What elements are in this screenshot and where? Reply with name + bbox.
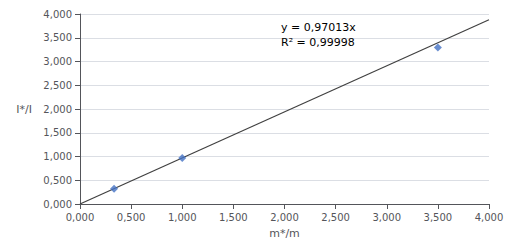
svg-text:2,000: 2,000: [270, 212, 299, 223]
svg-text:R² = 0,99998: R² = 0,99998: [281, 36, 355, 49]
svg-text:1,000: 1,000: [168, 212, 197, 223]
svg-text:3,500: 3,500: [424, 212, 453, 223]
svg-text:4,000: 4,000: [475, 212, 504, 223]
svg-text:I*/I: I*/I: [16, 103, 32, 116]
svg-text:1,000: 1,000: [43, 151, 72, 162]
svg-text:m*/m: m*/m: [269, 227, 300, 240]
svg-text:0,000: 0,000: [43, 199, 72, 210]
svg-text:2,500: 2,500: [321, 212, 350, 223]
svg-text:0,500: 0,500: [117, 212, 146, 223]
svg-text:1,500: 1,500: [219, 212, 248, 223]
svg-text:3,000: 3,000: [43, 56, 72, 67]
svg-text:y = 0,97013x: y = 0,97013x: [281, 21, 356, 34]
svg-text:4,000: 4,000: [43, 9, 72, 20]
svg-text:2,000: 2,000: [43, 104, 72, 115]
svg-text:3,500: 3,500: [43, 32, 72, 43]
svg-text:0,500: 0,500: [43, 175, 72, 186]
svg-text:0,000: 0,000: [66, 212, 95, 223]
svg-text:2,500: 2,500: [43, 80, 72, 91]
svg-text:1,500: 1,500: [43, 127, 72, 138]
svg-text:3,000: 3,000: [372, 212, 401, 223]
